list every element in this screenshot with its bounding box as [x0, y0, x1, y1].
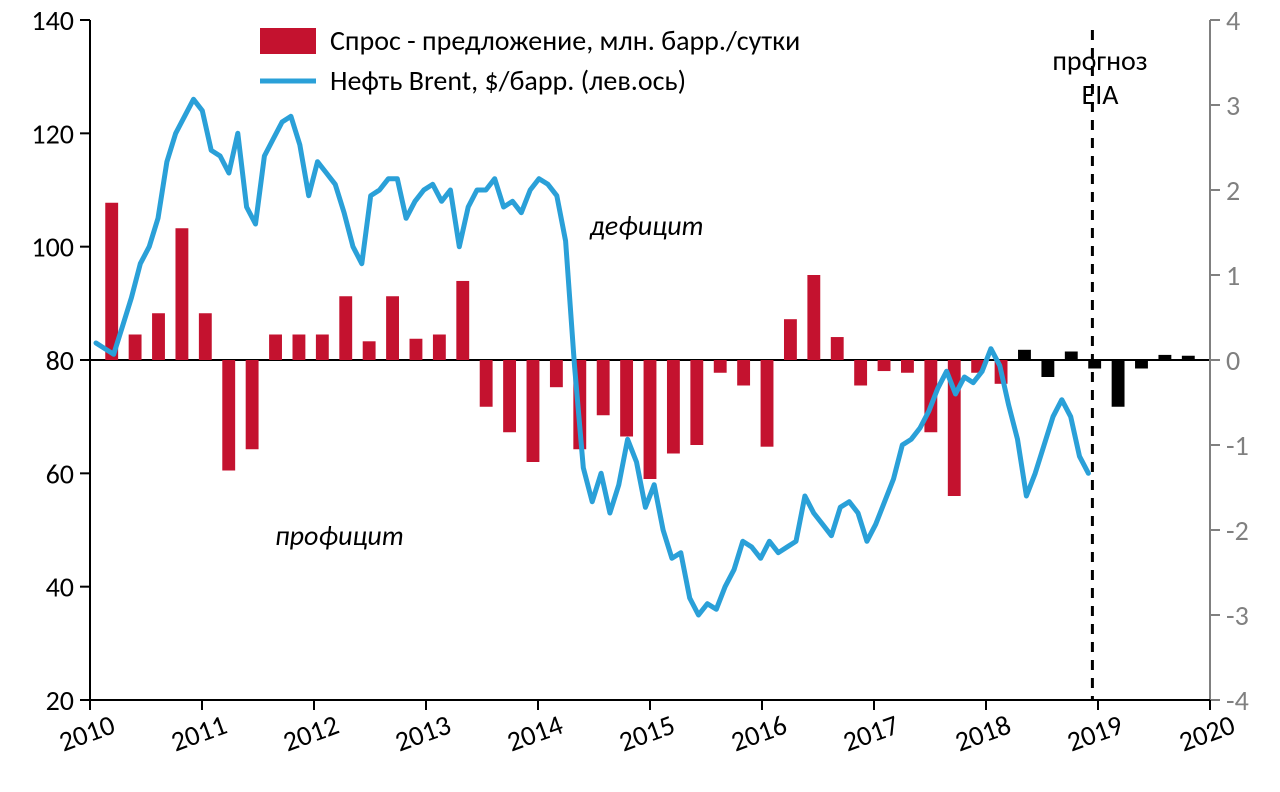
chart-svg: 20406080100120140-4-3-2-1012342010201120… — [0, 0, 1280, 792]
bar-actual — [363, 341, 376, 360]
x-tick-label: 2014 — [502, 707, 567, 759]
bar-actual — [410, 339, 423, 360]
bar-forecast — [1065, 352, 1078, 361]
bar-actual — [807, 275, 820, 360]
x-tick-label: 2018 — [950, 707, 1015, 759]
bar-actual — [690, 360, 703, 445]
bar-actual — [105, 203, 118, 360]
bar-actual — [503, 360, 516, 432]
annotation-deficit: дефицит — [589, 208, 704, 243]
bar-actual — [152, 313, 165, 360]
bar-actual — [456, 281, 469, 360]
bar-actual — [737, 360, 750, 386]
bar-actual — [433, 335, 446, 361]
bar-actual — [597, 360, 610, 415]
bar-actual — [644, 360, 657, 479]
bar-actual — [129, 335, 142, 361]
bar-actual — [854, 360, 867, 386]
brent-line — [96, 99, 1088, 615]
bar-actual — [667, 360, 680, 454]
annotation-forecast-line: EIA — [1082, 77, 1120, 112]
x-tick-label: 2012 — [278, 707, 343, 759]
bar-actual — [527, 360, 540, 462]
y-right-tick-label: 3 — [1226, 88, 1240, 123]
y-left-tick-label: 140 — [31, 3, 74, 38]
bar-actual — [620, 360, 633, 437]
bar-actual — [550, 360, 563, 387]
bar-actual — [386, 296, 399, 360]
bar-forecast — [1135, 360, 1148, 369]
bar-forecast — [1158, 355, 1171, 360]
bar-actual — [246, 360, 259, 449]
y-right-tick-label: 1 — [1226, 258, 1240, 293]
bar-actual — [714, 360, 727, 373]
bar-actual — [784, 319, 797, 360]
annotation-forecast-line: прогноз — [1052, 43, 1147, 78]
y-left-tick-label: 120 — [31, 116, 74, 151]
bar-actual — [269, 335, 282, 361]
bar-actual — [293, 335, 306, 361]
bar-actual — [761, 360, 774, 447]
bars-group — [105, 203, 1194, 496]
bar-actual — [878, 360, 891, 371]
y-left-tick-label: 40 — [46, 570, 74, 605]
bar-actual — [316, 335, 329, 361]
oil-balance-chart: 20406080100120140-4-3-2-1012342010201120… — [0, 0, 1280, 792]
bar-actual — [339, 296, 352, 360]
legend: Спрос - предложение, млн. барр./сутки Неф… — [260, 23, 800, 98]
legend-label: Нефть Brent, $/барр. (лев.ось) — [330, 63, 686, 98]
bar-forecast — [1112, 360, 1125, 407]
y-right-tick-label: 0 — [1226, 343, 1240, 378]
bar-actual — [901, 360, 914, 373]
y-right-tick-label: 4 — [1226, 3, 1240, 38]
annotation-proficit: профицит — [275, 518, 404, 553]
y-right-tick-label: -2 — [1226, 513, 1249, 548]
bar-forecast — [1041, 360, 1054, 377]
y-right-tick-label: 2 — [1226, 173, 1240, 208]
x-tick-label: 2016 — [726, 707, 791, 759]
legend-label: Спрос - предложение, млн. барр./сутки — [330, 23, 800, 58]
bar-actual — [199, 313, 212, 360]
y-left-tick-label: 60 — [46, 456, 74, 491]
bar-forecast — [1018, 350, 1031, 360]
y-left-tick-label: 100 — [31, 230, 74, 265]
bar-forecast — [1182, 356, 1195, 360]
y-left-tick-label: 80 — [46, 343, 74, 378]
x-tick-label: 2013 — [390, 707, 455, 759]
x-tick-label: 2017 — [838, 707, 903, 759]
x-tick-label: 2015 — [614, 707, 679, 759]
x-tick-label: 2019 — [1062, 707, 1127, 759]
y-right-tick-label: -1 — [1226, 428, 1249, 463]
x-tick-label: 2020 — [1174, 707, 1239, 759]
x-tick-label: 2011 — [166, 707, 231, 759]
bar-actual — [831, 337, 844, 360]
bar-actual — [222, 360, 235, 471]
y-left-tick-label: 20 — [46, 683, 74, 718]
y-right-tick-label: -3 — [1226, 598, 1249, 633]
bar-actual — [480, 360, 493, 407]
legend-swatch-bar — [260, 28, 316, 54]
bar-actual — [175, 228, 188, 360]
bar-forecast — [1088, 360, 1101, 369]
